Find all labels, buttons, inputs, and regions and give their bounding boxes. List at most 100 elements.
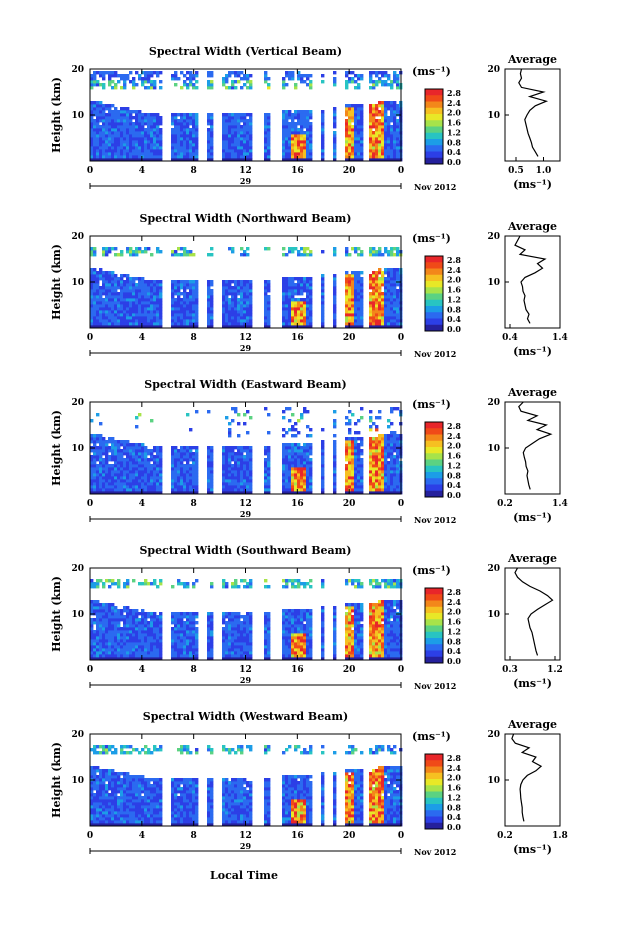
heatmap-cell bbox=[288, 488, 292, 492]
heatmap-cell bbox=[357, 298, 361, 302]
heatmap-cell bbox=[102, 585, 106, 589]
heatmap-cell bbox=[96, 473, 100, 477]
heatmap-cell bbox=[393, 464, 397, 468]
heatmap-cell bbox=[96, 606, 100, 610]
heatmap-cell bbox=[105, 455, 109, 459]
heatmap-cell bbox=[393, 140, 397, 144]
heatmap-cell bbox=[345, 325, 349, 329]
heatmap-cell bbox=[309, 491, 313, 495]
heatmap-cell bbox=[267, 125, 271, 129]
heatmap-cell bbox=[105, 250, 109, 254]
heatmap-cell bbox=[246, 131, 250, 135]
heatmap-cell bbox=[123, 621, 127, 625]
heatmap-cell bbox=[174, 149, 178, 153]
heatmap-cell bbox=[393, 271, 397, 275]
heatmap-cell bbox=[189, 298, 193, 302]
heatmap-cell bbox=[105, 128, 109, 132]
heatmap-cell bbox=[390, 295, 394, 299]
heatmap-cell bbox=[228, 449, 232, 453]
heatmap-cell bbox=[396, 292, 400, 296]
heatmap-cell bbox=[210, 458, 214, 462]
heatmap-cell bbox=[93, 143, 97, 147]
heatmap-cell bbox=[153, 155, 157, 159]
heatmap-cell bbox=[147, 289, 151, 293]
heatmap-cell bbox=[93, 74, 97, 78]
heatmap-cell bbox=[360, 137, 364, 141]
heatmap-cell bbox=[282, 149, 286, 153]
heatmap-cell bbox=[222, 143, 226, 147]
heatmap-cell bbox=[354, 143, 358, 147]
heatmap-cell bbox=[237, 131, 241, 135]
heatmap-cell bbox=[378, 322, 382, 326]
heatmap-cell bbox=[384, 488, 388, 492]
heatmap-cell bbox=[117, 325, 121, 329]
heatmap-cell bbox=[96, 301, 100, 305]
heatmap-cell bbox=[378, 155, 382, 159]
heatmap-cell bbox=[228, 307, 232, 311]
heatmap-cell bbox=[264, 476, 268, 480]
heatmap-cell bbox=[102, 485, 106, 489]
heatmap-cell bbox=[102, 277, 106, 281]
heatmap-cell bbox=[147, 458, 151, 462]
heatmap-cell bbox=[309, 485, 313, 489]
heatmap-cell bbox=[243, 467, 247, 471]
heatmap-cell bbox=[153, 86, 157, 90]
heatmap-cell bbox=[369, 322, 373, 326]
heatmap-cell bbox=[228, 149, 232, 153]
colorbar-tick-label: 1.2 bbox=[447, 127, 461, 137]
heatmap-cell bbox=[129, 295, 133, 299]
heatmap-cell bbox=[195, 488, 199, 492]
heatmap-cell bbox=[126, 140, 130, 144]
heatmap-cell bbox=[381, 253, 385, 257]
heatmap-cell bbox=[183, 491, 187, 495]
heatmap-cell bbox=[93, 639, 97, 643]
heatmap-cell bbox=[108, 618, 112, 622]
heatmap-cell bbox=[297, 322, 301, 326]
heatmap-cell bbox=[378, 485, 382, 489]
heatmap-cell bbox=[144, 280, 148, 284]
heatmap-cell bbox=[285, 476, 289, 480]
heatmap-cell bbox=[96, 636, 100, 640]
heatmap-cell bbox=[321, 158, 325, 162]
heatmap-cell bbox=[147, 86, 151, 90]
heatmap-cell bbox=[357, 116, 361, 120]
heatmap-cell bbox=[285, 310, 289, 314]
heatmap-cell bbox=[291, 292, 295, 296]
heatmap-cell bbox=[156, 301, 160, 305]
heatmap-cell bbox=[384, 470, 388, 474]
heatmap-cell bbox=[231, 116, 235, 120]
heatmap-cell bbox=[282, 446, 286, 450]
heatmap-cell bbox=[309, 131, 313, 135]
heatmap-cell bbox=[393, 488, 397, 492]
heatmap-cell bbox=[90, 657, 94, 661]
heatmap-cell bbox=[186, 122, 190, 126]
heatmap-cell bbox=[372, 437, 376, 441]
heatmap-cell bbox=[243, 134, 247, 138]
heatmap-cell bbox=[390, 250, 394, 254]
heatmap-cell bbox=[321, 113, 325, 117]
heatmap-cell bbox=[375, 437, 379, 441]
heatmap-cell bbox=[123, 107, 127, 111]
heatmap-cell bbox=[354, 289, 358, 293]
heatmap-cell bbox=[99, 603, 103, 607]
heatmap-cell bbox=[354, 131, 358, 135]
heatmap-cell bbox=[150, 630, 154, 634]
heatmap-cell bbox=[378, 452, 382, 456]
heatmap-cell bbox=[282, 116, 286, 120]
heatmap-cell bbox=[183, 74, 187, 78]
heatmap-cell bbox=[153, 464, 157, 468]
heatmap-cell bbox=[369, 416, 373, 420]
heatmap-cell bbox=[90, 316, 94, 320]
heatmap-cell bbox=[147, 292, 151, 296]
heatmap-cell bbox=[393, 107, 397, 111]
heatmap-cell bbox=[159, 476, 163, 480]
heatmap-cell bbox=[231, 452, 235, 456]
heatmap-cell bbox=[183, 283, 187, 287]
heatmap-cell bbox=[351, 128, 355, 132]
heatmap-cell bbox=[351, 437, 355, 441]
heatmap-cell bbox=[132, 636, 136, 640]
heatmap-cell bbox=[147, 488, 151, 492]
heatmap-cell bbox=[222, 455, 226, 459]
heatmap-cell bbox=[207, 283, 211, 287]
heatmap-cell bbox=[303, 313, 307, 317]
